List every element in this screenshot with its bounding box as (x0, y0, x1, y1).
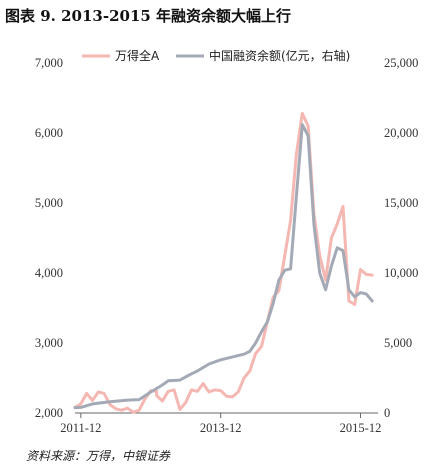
legend-label: 中国融资余额(亿元，右轴) (209, 48, 350, 63)
y-right-tick-label: 0 (384, 406, 390, 420)
y-left-tick-label: 3,000 (35, 336, 63, 350)
x-tick-label: 2011-12 (60, 421, 101, 435)
y-right-tick-label: 20,000 (384, 126, 418, 140)
series-line-wind-all-a (73, 111, 374, 414)
source-note: 资料来源：万得，中银证券 (26, 449, 171, 463)
axes: 2,000 3,000 4,000 5,000 6,000 7,000 0 5,000 10,0… (35, 56, 419, 435)
y-right-tick-label: 5,000 (384, 336, 412, 350)
series-lines (73, 111, 374, 414)
y-left-tick-label: 4,000 (35, 266, 63, 280)
y-left-tick-label: 7,000 (35, 56, 63, 70)
y-left-tick-label: 6,000 (35, 126, 63, 140)
y-right-tick-label: 10,000 (384, 266, 418, 280)
legend-label: 万得全A (115, 48, 160, 63)
y-left-tick-label: 2,000 (35, 406, 63, 420)
y-left-tick-label: 5,000 (35, 196, 63, 210)
chart-title: 图表 9. 2013-2015 年融资余额大幅上行 (5, 7, 291, 25)
y-right-tick-label: 25,000 (384, 56, 418, 70)
x-tick-label: 2013-12 (200, 421, 242, 435)
legend: 万得全A 中国融资余额(亿元，右轴) (82, 48, 350, 63)
series-line-margin-balance (73, 123, 374, 410)
y-right-tick-label: 15,000 (384, 196, 418, 210)
x-tick-label: 2015-12 (340, 421, 382, 435)
